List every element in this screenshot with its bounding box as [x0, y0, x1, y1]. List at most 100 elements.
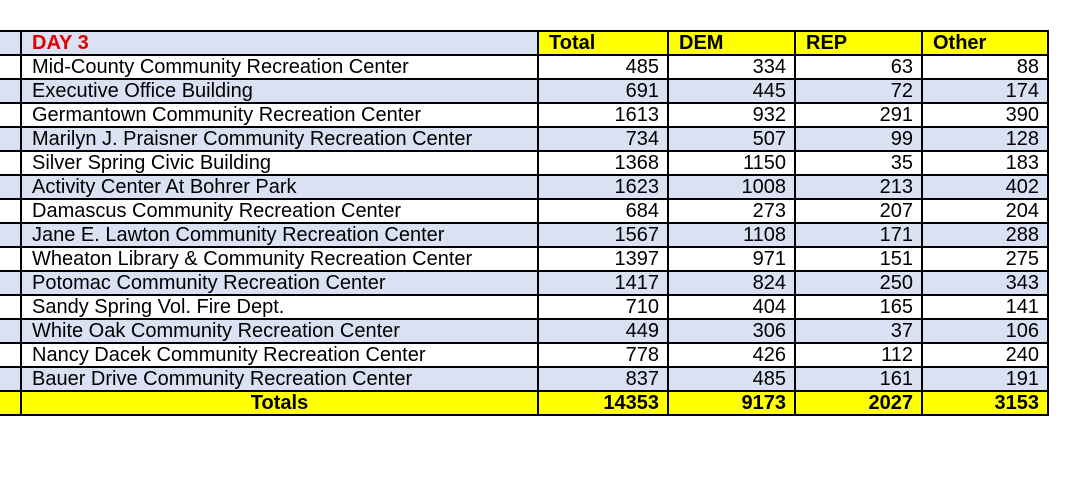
other-cell: 402	[921, 174, 1049, 200]
dem-cell: 334	[667, 54, 796, 80]
dem-cell: 507	[667, 126, 796, 152]
table-row: Sandy Spring Vol. Fire Dept. 710 404 165 141	[0, 294, 1049, 320]
row-edge-cell	[0, 102, 22, 128]
row-edge-cell	[0, 342, 22, 368]
totals-total: 14353	[537, 390, 669, 416]
totals-other: 3153	[921, 390, 1049, 416]
table-row: Bauer Drive Community Recreation Center 8…	[0, 366, 1049, 392]
dem-cell: 932	[667, 102, 796, 128]
location-cell: Wheaton Library & Community Recreation C…	[20, 246, 539, 272]
table-row: Executive Office Building 691 445 72 174	[0, 78, 1049, 104]
table-row: Mid-County Community Recreation Center 48…	[0, 54, 1049, 80]
location-cell: Sandy Spring Vol. Fire Dept.	[20, 294, 539, 320]
row-edge-cell	[0, 294, 22, 320]
row-edge-cell	[0, 30, 22, 56]
location-cell: Damascus Community Recreation Center	[20, 198, 539, 224]
total-cell: 710	[537, 294, 669, 320]
dem-cell: 971	[667, 246, 796, 272]
table-row: Marilyn J. Praisner Community Recreation…	[0, 126, 1049, 152]
location-cell: White Oak Community Recreation Center	[20, 318, 539, 344]
total-cell: 1417	[537, 270, 669, 296]
total-cell: 778	[537, 342, 669, 368]
row-edge-cell	[0, 318, 22, 344]
location-cell: Potomac Community Recreation Center	[20, 270, 539, 296]
rep-cell: 37	[794, 318, 923, 344]
table-row: Potomac Community Recreation Center 1417 8…	[0, 270, 1049, 296]
table-row: Wheaton Library & Community Recreation C…	[0, 246, 1049, 272]
table-row: Jane E. Lawton Community Recreation Cent…	[0, 222, 1049, 248]
row-edge-cell	[0, 246, 22, 272]
rep-cell: 63	[794, 54, 923, 80]
rep-cell: 72	[794, 78, 923, 104]
column-header-rep: REP	[794, 30, 923, 56]
total-cell: 1368	[537, 150, 669, 176]
location-cell: Activity Center At Bohrer Park	[20, 174, 539, 200]
header-row: DAY 3 Total DEM REP Other	[0, 30, 1049, 56]
other-cell: 88	[921, 54, 1049, 80]
location-cell: Mid-County Community Recreation Center	[20, 54, 539, 80]
dem-cell: 273	[667, 198, 796, 224]
dem-cell: 426	[667, 342, 796, 368]
table-row: White Oak Community Recreation Center 449…	[0, 318, 1049, 344]
table-row: Nancy Dacek Community Recreation Center 7…	[0, 342, 1049, 368]
dem-cell: 1108	[667, 222, 796, 248]
total-cell: 734	[537, 126, 669, 152]
total-cell: 1567	[537, 222, 669, 248]
row-edge-cell	[0, 366, 22, 392]
table-row: Damascus Community Recreation Center 684 2…	[0, 198, 1049, 224]
other-cell: 128	[921, 126, 1049, 152]
dem-cell: 485	[667, 366, 796, 392]
totals-rep: 2027	[794, 390, 923, 416]
other-cell: 191	[921, 366, 1049, 392]
other-cell: 240	[921, 342, 1049, 368]
total-cell: 691	[537, 78, 669, 104]
row-edge-cell	[0, 150, 22, 176]
row-edge-cell	[0, 126, 22, 152]
row-edge-cell	[0, 390, 22, 416]
dem-cell: 824	[667, 270, 796, 296]
total-cell: 1397	[537, 246, 669, 272]
totals-row: Totals 14353 9173 2027 3153	[0, 390, 1049, 416]
other-cell: 174	[921, 78, 1049, 104]
other-cell: 288	[921, 222, 1049, 248]
rep-cell: 35	[794, 150, 923, 176]
column-header-total: Total	[537, 30, 669, 56]
other-cell: 390	[921, 102, 1049, 128]
column-header-other: Other	[921, 30, 1049, 56]
total-cell: 684	[537, 198, 669, 224]
row-edge-cell	[0, 222, 22, 248]
location-cell: Germantown Community Recreation Center	[20, 102, 539, 128]
table-row: Activity Center At Bohrer Park 1623 1008 21…	[0, 174, 1049, 200]
total-cell: 837	[537, 366, 669, 392]
other-cell: 275	[921, 246, 1049, 272]
row-edge-cell	[0, 198, 22, 224]
location-cell: Silver Spring Civic Building	[20, 150, 539, 176]
totals-dem: 9173	[667, 390, 796, 416]
rep-cell: 112	[794, 342, 923, 368]
rep-cell: 161	[794, 366, 923, 392]
totals-label: Totals	[20, 390, 539, 416]
dem-cell: 445	[667, 78, 796, 104]
other-cell: 204	[921, 198, 1049, 224]
other-cell: 343	[921, 270, 1049, 296]
rep-cell: 171	[794, 222, 923, 248]
row-edge-cell	[0, 270, 22, 296]
table-row: Silver Spring Civic Building 1368 1150 35 18…	[0, 150, 1049, 176]
location-cell: Executive Office Building	[20, 78, 539, 104]
other-cell: 183	[921, 150, 1049, 176]
rep-cell: 151	[794, 246, 923, 272]
total-cell: 1613	[537, 102, 669, 128]
location-cell: Jane E. Lawton Community Recreation Cent…	[20, 222, 539, 248]
other-cell: 141	[921, 294, 1049, 320]
rep-cell: 213	[794, 174, 923, 200]
dem-cell: 1008	[667, 174, 796, 200]
location-cell: Nancy Dacek Community Recreation Center	[20, 342, 539, 368]
day-label: DAY 3	[20, 30, 539, 56]
rep-cell: 165	[794, 294, 923, 320]
rep-cell: 99	[794, 126, 923, 152]
total-cell: 1623	[537, 174, 669, 200]
total-cell: 449	[537, 318, 669, 344]
rep-cell: 250	[794, 270, 923, 296]
location-cell: Marilyn J. Praisner Community Recreation…	[20, 126, 539, 152]
row-edge-cell	[0, 174, 22, 200]
